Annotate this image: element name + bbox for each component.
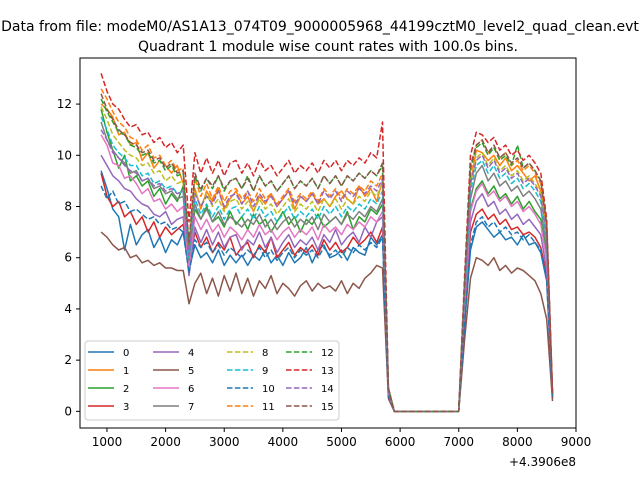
x-tick-label: 1000	[92, 435, 123, 449]
series-line-9	[100, 116, 554, 413]
legend-label: 6	[188, 384, 194, 395]
chart-title: Quadrant 1 module wise count rates with …	[138, 39, 518, 55]
legend-label: 5	[188, 366, 194, 377]
series-line-0	[100, 170, 554, 413]
legend-label: 15	[321, 402, 334, 413]
series-line-5	[100, 231, 554, 413]
series-line-7	[100, 121, 554, 413]
legend-label: 14	[321, 384, 334, 395]
x-tick-label: 6000	[385, 435, 416, 449]
x-tick-label: 2000	[150, 435, 181, 449]
series-line-3	[100, 173, 554, 413]
legend-label: 2	[123, 384, 129, 395]
x-offset-label: +4.3906e8	[509, 455, 576, 469]
y-tick-label: 2	[64, 353, 72, 367]
series-line-4	[100, 154, 554, 413]
series-line-8	[100, 106, 554, 413]
plot-frame	[79, 57, 577, 429]
y-tick-label: 10	[57, 148, 72, 162]
y-axis: 0 2 4 6 8 10 12	[57, 97, 80, 418]
legend-label: 11	[262, 402, 275, 413]
series-line-14	[100, 129, 554, 413]
series-line-2	[100, 109, 554, 413]
legend-label: 4	[188, 348, 194, 359]
x-tick-label: 8000	[502, 435, 533, 449]
series-line-15	[100, 93, 554, 413]
y-tick-label: 8	[64, 200, 72, 214]
series-line-13	[100, 73, 554, 413]
y-tick-label: 4	[64, 302, 72, 316]
x-tick-label: 5000	[326, 435, 357, 449]
legend-label: 0	[123, 348, 129, 359]
legend-label: 9	[262, 366, 268, 377]
x-tick-label: 9000	[561, 435, 592, 449]
series-line-10	[100, 185, 554, 413]
legend-label: 8	[262, 348, 268, 359]
y-tick-label: 12	[57, 97, 72, 111]
y-tick-label: 6	[64, 251, 72, 265]
legend-frame	[84, 340, 340, 421]
legend-label: 10	[262, 384, 275, 395]
legend-label: 12	[321, 348, 334, 359]
x-tick-label: 4000	[268, 435, 299, 449]
legend-label: 7	[188, 402, 194, 413]
legend-label: 3	[123, 402, 129, 413]
x-tick-label: 3000	[209, 435, 240, 449]
y-tick-label: 0	[64, 404, 72, 418]
series-line-6	[100, 134, 554, 413]
legend-label: 1	[123, 366, 129, 377]
series-lines	[100, 73, 554, 413]
legend-label: 13	[321, 366, 334, 377]
figure-title: Data from file: modeM0/AS1A13_074T09_900…	[1, 19, 639, 35]
x-axis: 1000 2000 3000 4000 5000 6000 7000 8000 9000	[92, 428, 592, 449]
x-tick-label: 7000	[443, 435, 474, 449]
